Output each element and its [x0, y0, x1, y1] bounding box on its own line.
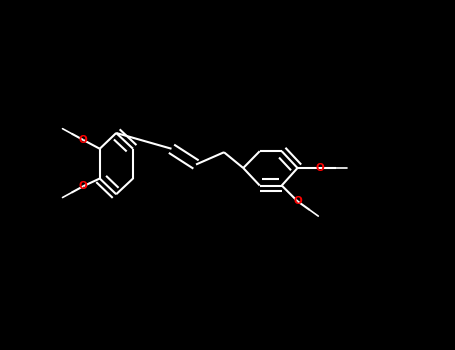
Text: O: O [293, 196, 302, 206]
Text: O: O [316, 163, 324, 173]
Text: O: O [79, 135, 88, 145]
Text: O: O [79, 181, 88, 191]
